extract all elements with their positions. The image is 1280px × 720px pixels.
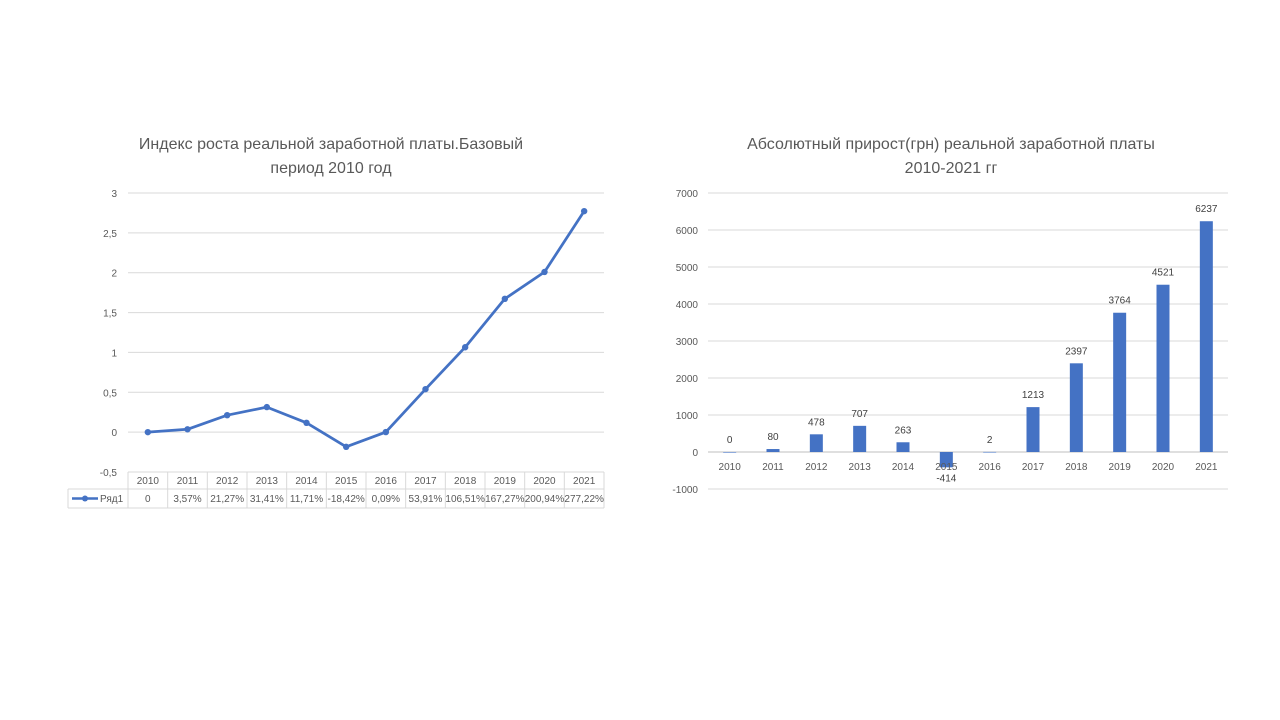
bar-data-label: 80 bbox=[767, 432, 779, 443]
table-category-cell: 2011 bbox=[177, 476, 199, 487]
chart-title-line: Индекс роста реальной заработной платы.Б… bbox=[139, 136, 523, 153]
chart-title-line: Абсолютный прирост(грн) реальной заработ… bbox=[747, 136, 1155, 153]
bar bbox=[809, 434, 823, 452]
data-point bbox=[461, 344, 469, 351]
absolute-increase-bar-chart: Абсолютный прирост(грн) реальной заработ… bbox=[672, 136, 1228, 496]
data-point bbox=[144, 428, 152, 436]
chart-title-line: 2010-2021 гг bbox=[905, 160, 998, 177]
data-point bbox=[303, 419, 310, 427]
y-tick-label: 6000 bbox=[676, 226, 699, 237]
y-tick-label: 5000 bbox=[676, 263, 699, 274]
bar-data-label: 2 bbox=[987, 435, 993, 446]
legend-key-marker bbox=[82, 495, 88, 502]
chart-title-line: период 2010 год bbox=[270, 160, 392, 177]
table-value-cell: 200,94% bbox=[525, 494, 565, 505]
bar-data-label: 1213 bbox=[1022, 390, 1045, 401]
table-category-cell: 2017 bbox=[414, 476, 437, 487]
table-value-cell: 167,27% bbox=[485, 494, 525, 505]
table-category-cell: 2012 bbox=[216, 476, 239, 487]
bar bbox=[766, 449, 780, 452]
x-tick-label: 2018 bbox=[1065, 462, 1088, 473]
bar bbox=[1199, 221, 1213, 452]
data-point bbox=[580, 207, 588, 215]
table-value-cell: 11,71% bbox=[290, 494, 323, 505]
series-line bbox=[147, 210, 586, 449]
bar-data-label: 707 bbox=[851, 409, 868, 420]
x-tick-label: 2019 bbox=[1109, 462, 1132, 473]
data-point bbox=[501, 295, 509, 303]
table-value-cell: 3,57% bbox=[173, 494, 201, 505]
bar bbox=[1026, 407, 1040, 452]
bar-data-label: 4521 bbox=[1152, 268, 1175, 279]
y-tick-label: 3 bbox=[111, 189, 117, 200]
table-category-cell: 2021 bbox=[573, 476, 596, 487]
y-tick-label: 3000 bbox=[676, 337, 699, 348]
y-tick-label: 2000 bbox=[676, 374, 699, 385]
table-value-cell: -18,42% bbox=[328, 494, 365, 505]
bar-data-label: 478 bbox=[808, 417, 825, 428]
bar-data-label: 2397 bbox=[1065, 346, 1088, 357]
table-category-cell: 2010 bbox=[137, 476, 160, 487]
data-point bbox=[422, 385, 429, 393]
legend-series-name: Ряд1 bbox=[100, 494, 124, 505]
x-tick-label: 2015 bbox=[935, 462, 958, 473]
y-tick-label: -0,5 bbox=[100, 468, 118, 479]
bar-data-label: 3764 bbox=[1109, 296, 1132, 307]
bar-data-label: 263 bbox=[895, 425, 912, 436]
x-tick-label: 2016 bbox=[979, 462, 1002, 473]
bar bbox=[723, 452, 737, 453]
table-value-cell: 31,41% bbox=[250, 494, 284, 505]
y-tick-label: 0 bbox=[111, 428, 117, 439]
bar-data-label: 6237 bbox=[1195, 204, 1218, 215]
x-tick-label: 2020 bbox=[1152, 462, 1175, 473]
y-tick-label: -1000 bbox=[672, 485, 698, 496]
x-tick-label: 2010 bbox=[719, 462, 742, 473]
bar bbox=[853, 425, 867, 452]
table-value-cell: 53,91% bbox=[409, 494, 443, 505]
bar bbox=[1069, 363, 1083, 452]
data-point bbox=[541, 268, 548, 276]
y-tick-label: 4000 bbox=[676, 300, 699, 311]
table-value-cell: 277,22% bbox=[564, 494, 604, 505]
x-tick-label: 2014 bbox=[892, 462, 915, 473]
x-tick-label: 2021 bbox=[1195, 462, 1218, 473]
y-tick-label: 0,5 bbox=[103, 388, 117, 399]
y-tick-label: 1000 bbox=[676, 411, 699, 422]
table-value-cell: 0,09% bbox=[372, 494, 400, 505]
y-tick-label: 2 bbox=[111, 269, 117, 280]
x-tick-label: 2012 bbox=[805, 462, 828, 473]
table-value-cell: 0 bbox=[145, 494, 151, 505]
bar bbox=[983, 451, 997, 453]
data-point bbox=[223, 411, 231, 419]
bar bbox=[939, 452, 953, 468]
y-tick-label: 1 bbox=[111, 348, 117, 359]
bar bbox=[1156, 284, 1170, 452]
growth-index-line-chart: Индекс роста реальной заработной платы.Б… bbox=[67, 136, 605, 509]
table-category-cell: 2015 bbox=[335, 476, 358, 487]
y-tick-label: 1,5 bbox=[103, 309, 117, 320]
table-value-cell: 106,51% bbox=[445, 494, 485, 505]
y-tick-label: 0 bbox=[692, 448, 698, 459]
data-point bbox=[382, 428, 390, 436]
bar-data-label: 0 bbox=[727, 435, 733, 446]
table-category-cell: 2020 bbox=[533, 476, 556, 487]
y-tick-label: 7000 bbox=[676, 189, 699, 200]
data-point bbox=[184, 426, 191, 433]
table-category-cell: 2019 bbox=[494, 476, 517, 487]
bar bbox=[1113, 312, 1127, 452]
bar-data-label: -414 bbox=[936, 473, 956, 484]
bar bbox=[896, 442, 910, 452]
x-tick-label: 2013 bbox=[849, 462, 872, 473]
y-tick-label: 2,5 bbox=[103, 229, 117, 240]
table-value-cell: 21,27% bbox=[210, 494, 244, 505]
table-category-cell: 2014 bbox=[295, 476, 318, 487]
x-tick-label: 2011 bbox=[762, 462, 784, 473]
x-tick-label: 2017 bbox=[1022, 462, 1045, 473]
data-point bbox=[263, 403, 271, 411]
table-category-cell: 2016 bbox=[375, 476, 398, 487]
table-category-cell: 2013 bbox=[256, 476, 279, 487]
data-point bbox=[342, 443, 350, 451]
table-category-cell: 2018 bbox=[454, 476, 477, 487]
